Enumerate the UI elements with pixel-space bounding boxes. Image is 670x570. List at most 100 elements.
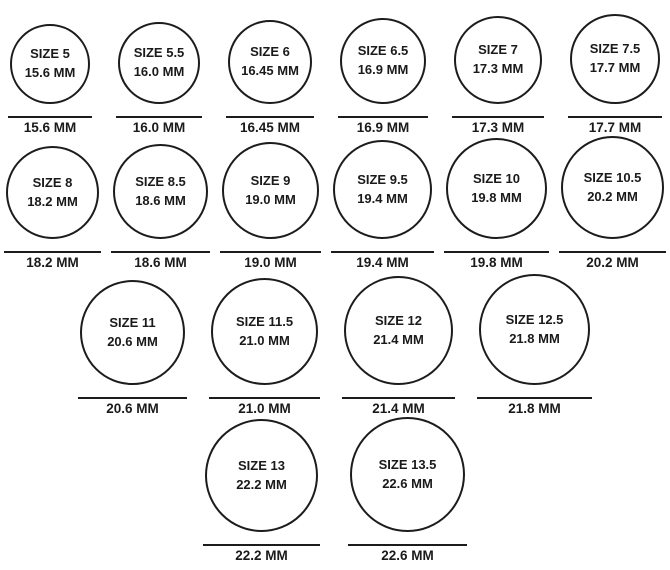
ring-circle: SIZE 6 16.45 MM: [228, 20, 312, 104]
diameter-line: [111, 251, 210, 253]
ring-diameter-label: 18.6 MM: [135, 192, 186, 208]
diameter-measure-label: 18.6 MM: [134, 255, 187, 270]
ring-size-label: SIZE 9: [250, 172, 291, 188]
ring-size-item: SIZE 8 18.2 MM 18.2 MM: [4, 146, 101, 272]
ring-size-label: SIZE 13: [238, 457, 285, 473]
ring-diameter-label: 18.2 MM: [27, 193, 78, 209]
diameter-line: [452, 116, 544, 118]
ring-size-label: SIZE 10: [473, 170, 520, 186]
ring-size-item: SIZE 13 22.2 MM 22.2 MM: [203, 419, 320, 565]
diameter-measure-label: 16.45 MM: [239, 120, 301, 135]
ring-circle: SIZE 6.5 16.9 MM: [340, 18, 426, 104]
diameter-line: [220, 251, 321, 253]
ring-size-item: SIZE 7 17.3 MM 17.3 MM: [452, 16, 544, 137]
ring-size-label: SIZE 11: [109, 314, 156, 330]
diameter-measure-label: 17.3 MM: [471, 120, 525, 135]
ring-size-row: SIZE 13 22.2 MM 22.2 MM SIZE 13.5 22.6 M…: [0, 417, 670, 565]
ring-circle: SIZE 11.5 21.0 MM: [211, 278, 318, 385]
ring-size-item: SIZE 10 19.8 MM 19.8 MM: [444, 138, 549, 272]
ring-circle: SIZE 12 21.4 MM: [344, 276, 453, 385]
ring-size-label: SIZE 12: [375, 312, 422, 328]
diameter-line: [444, 251, 549, 253]
ring-diameter-label: 21.8 MM: [509, 330, 560, 346]
ring-size-label: SIZE 5: [30, 46, 70, 62]
diameter-measure-label: 16.9 MM: [356, 120, 410, 135]
ring-circle: SIZE 8.5 18.6 MM: [113, 144, 208, 239]
ring-size-item: SIZE 5.5 16.0 MM 16.0 MM: [116, 22, 202, 137]
diameter-measure-label: 19.0 MM: [244, 255, 297, 270]
ring-diameter-label: 17.3 MM: [472, 61, 524, 76]
ring-size-item: SIZE 12.5 21.8 MM 21.8 MM: [477, 274, 592, 418]
diameter-measure-label: 16.0 MM: [132, 120, 186, 135]
ring-size-item: SIZE 13.5 22.6 MM 22.6 MM: [348, 417, 467, 565]
ring-diameter-label: 17.7 MM: [589, 60, 641, 75]
ring-size-row: SIZE 5 15.6 MM 15.6 MM SIZE 5.5 16.0 MM …: [0, 4, 670, 137]
diameter-measure-label: 15.6 MM: [23, 120, 77, 135]
ring-circle: SIZE 7.5 17.7 MM: [570, 14, 660, 104]
diameter-line: [226, 116, 314, 118]
diameter-line: [559, 251, 666, 253]
ring-circle: SIZE 13.5 22.6 MM: [350, 417, 465, 532]
diameter-line: [331, 251, 434, 253]
diameter-line: [4, 251, 101, 253]
ring-circle: SIZE 12.5 21.8 MM: [479, 274, 590, 385]
diameter-line: [116, 116, 202, 118]
ring-size-label: SIZE 11.5: [235, 313, 294, 329]
ring-size-label: SIZE 8: [32, 174, 73, 190]
ring-size-item: SIZE 7.5 17.7 MM 17.7 MM: [568, 14, 662, 137]
ring-circle: SIZE 10.5 20.2 MM: [561, 136, 664, 239]
diameter-measure-label: 19.8 MM: [470, 255, 523, 270]
ring-size-label: SIZE 7: [478, 42, 518, 58]
ring-size-label: SIZE 9.5: [357, 171, 408, 187]
ring-diameter-label: 16.45 MM: [241, 63, 299, 78]
ring-size-label: SIZE 6.5: [357, 43, 409, 59]
ring-circle: SIZE 9.5 19.4 MM: [333, 140, 432, 239]
ring-size-item: SIZE 11 20.6 MM 20.6 MM: [78, 280, 187, 418]
ring-diameter-label: 20.2 MM: [587, 188, 638, 204]
ring-circle: SIZE 11 20.6 MM: [80, 280, 185, 385]
diameter-measure-label: 22.2 MM: [235, 548, 288, 563]
ring-diameter-label: 15.6 MM: [24, 65, 76, 80]
ring-circle: SIZE 13 22.2 MM: [205, 419, 318, 532]
diameter-measure-label: 19.4 MM: [356, 255, 409, 270]
ring-diameter-label: 20.6 MM: [107, 333, 158, 349]
ring-diameter-label: 21.0 MM: [239, 332, 290, 348]
ring-size-row: SIZE 11 20.6 MM 20.6 MM SIZE 11.5 21.0 M…: [0, 272, 670, 418]
ring-diameter-label: 16.9 MM: [357, 62, 409, 77]
ring-diameter-label: 22.2 MM: [236, 476, 287, 492]
ring-size-item: SIZE 6.5 16.9 MM 16.9 MM: [338, 18, 428, 137]
ring-size-label: SIZE 5.5: [133, 45, 185, 61]
diameter-line: [78, 397, 187, 399]
ring-diameter-label: 19.8 MM: [471, 189, 522, 205]
diameter-line: [568, 116, 662, 118]
diameter-line: [338, 116, 428, 118]
ring-size-item: SIZE 10.5 20.2 MM 20.2 MM: [559, 136, 666, 272]
ring-circle: SIZE 9 19.0 MM: [222, 142, 319, 239]
diameter-line: [8, 116, 92, 118]
diameter-measure-label: 20.2 MM: [586, 255, 639, 270]
ring-size-item: SIZE 11.5 21.0 MM 21.0 MM: [209, 278, 320, 418]
ring-size-label: SIZE 12.5: [505, 311, 564, 327]
diameter-measure-label: 21.8 MM: [508, 401, 561, 416]
ring-diameter-label: 21.4 MM: [373, 331, 424, 347]
ring-diameter-label: 16.0 MM: [133, 64, 185, 79]
ring-circle: SIZE 5.5 16.0 MM: [118, 22, 200, 104]
ring-size-label: SIZE 13.5: [378, 456, 437, 472]
diameter-measure-label: 21.0 MM: [238, 401, 291, 416]
ring-size-item: SIZE 9.5 19.4 MM 19.4 MM: [331, 140, 434, 272]
diameter-line: [342, 397, 455, 399]
diameter-line: [348, 544, 467, 546]
diameter-measure-label: 18.2 MM: [26, 255, 79, 270]
ring-size-row: SIZE 8 18.2 MM 18.2 MM SIZE 8.5 18.6 MM …: [0, 136, 670, 272]
ring-diameter-label: 19.4 MM: [357, 190, 408, 206]
ring-size-item: SIZE 12 21.4 MM 21.4 MM: [342, 276, 455, 418]
diameter-line: [209, 397, 320, 399]
ring-size-label: SIZE 6: [250, 44, 290, 60]
ring-size-item: SIZE 6 16.45 MM 16.45 MM: [226, 20, 314, 137]
diameter-line: [477, 397, 592, 399]
ring-size-item: SIZE 5 15.6 MM 15.6 MM: [8, 24, 92, 137]
diameter-measure-label: 21.4 MM: [372, 401, 425, 416]
ring-size-item: SIZE 9 19.0 MM 19.0 MM: [220, 142, 321, 272]
ring-circle: SIZE 10 19.8 MM: [446, 138, 547, 239]
